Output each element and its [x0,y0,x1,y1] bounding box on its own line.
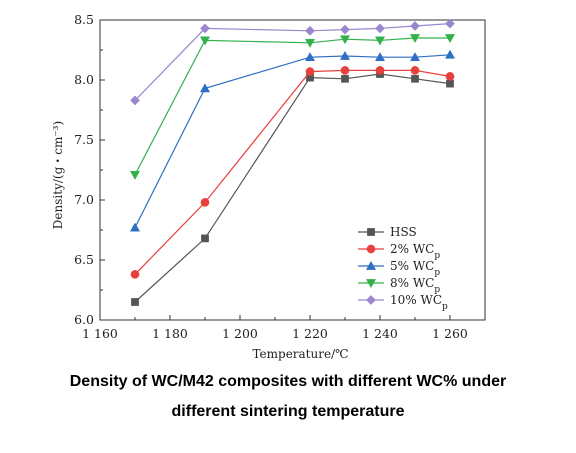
data-point-marker [410,66,420,75]
data-point-marker [340,24,350,35]
data-point-marker [444,34,456,44]
data-point-marker [305,67,315,76]
legend-label: HSS [390,225,417,239]
data-point-marker [129,222,141,232]
density-line-chart: 6.06.57.07.58.08.5 1 160 1 180 1 200 1 220 1… [51,12,486,361]
legend-label: 10% WCp [390,293,448,312]
data-point-marker [445,18,455,29]
y-axis-title: Density/(g・cm⁻³) [51,121,65,229]
data-point-marker [374,36,386,46]
figure-caption-line-2: different sintering temperature [171,403,405,420]
series-line [134,37,450,176]
data-point-marker [375,23,385,34]
x-axis: 1 160 1 180 1 200 1 220 1 240 1 260 [82,315,468,341]
data-point-marker [339,35,351,45]
y-tick-label: 6.0 [74,312,94,327]
data-point-marker [410,21,420,31]
legend-item: HSS [358,225,417,239]
data-point-marker [201,234,209,243]
data-point-marker [409,52,421,62]
plot-frame [99,19,486,321]
y-tick-label: 8.5 [74,12,94,27]
series-2 [129,49,456,232]
series-0 [131,70,454,306]
data-point-marker [131,298,139,306]
x-tick-label: 1 200 [222,326,258,341]
x-tick-label: 1 180 [152,326,188,341]
x-tick-label: 1 240 [362,326,398,341]
data-point-marker [199,36,211,46]
figure-caption-line-1: Density of WC/M42 composites with differ… [69,373,507,390]
series-1 [130,66,455,279]
series-line [134,54,451,228]
data-point-marker [446,79,454,88]
data-point-marker [130,270,140,279]
data-point-marker [366,295,376,305]
y-axis: 6.0 6.5 7.0 7.5 8.0 8.5 [74,12,105,327]
data-point-marker [130,95,140,106]
data-point-marker [409,34,421,44]
data-point-marker [367,228,375,236]
data-point-marker [200,198,210,207]
x-tick-label: 1 260 [432,326,468,341]
data-point-marker [366,244,376,254]
data-point-marker [129,170,141,180]
legend-item: 10% WCp [358,293,448,312]
data-point-marker [365,279,377,289]
plot-area [99,19,486,321]
x-tick-label: 1 220 [292,326,328,341]
data-point-marker [411,74,419,83]
data-point-marker [199,83,211,93]
data-point-marker [340,66,350,75]
x-tick-label: 1 160 [82,326,118,341]
data-point-marker [200,23,210,34]
data-point-marker [445,72,455,81]
data-point-marker [305,25,315,36]
data-point-marker [341,74,349,83]
series-3 [129,34,456,180]
series-layer [129,18,456,306]
y-tick-label: 7.0 [74,192,94,207]
data-point-marker [374,52,386,62]
data-point-marker [444,49,456,59]
data-point-marker [304,52,316,62]
y-tick-label: 8.0 [74,72,94,87]
series-4 [130,18,455,106]
data-point-marker [365,260,377,270]
data-point-marker [339,50,351,60]
data-point-marker [375,66,385,75]
y-tick-label: 7.5 [74,132,94,147]
x-axis-title: Temperature/℃ [252,347,348,361]
y-tick-label: 6.5 [74,252,94,267]
data-point-marker [304,38,316,48]
